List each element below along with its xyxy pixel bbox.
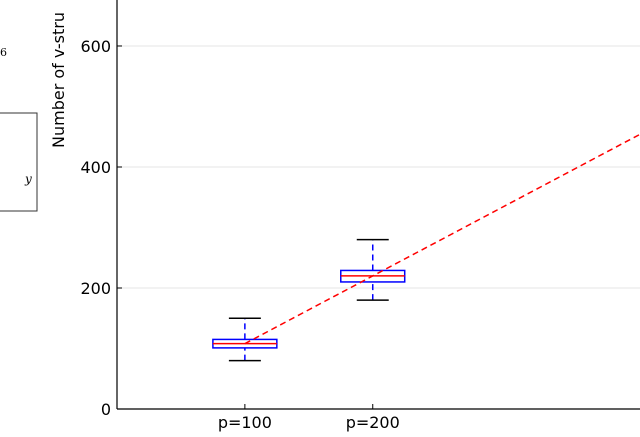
x-tick-label: p=100 <box>218 413 272 432</box>
y-tick-label: 0 <box>101 400 111 419</box>
trend-line <box>244 133 640 345</box>
fragment-symbol: y <box>24 172 32 186</box>
y-tick-label: 400 <box>80 158 111 177</box>
fragment-number: 6 <box>0 46 7 59</box>
y-axis-label: Number of v-stru <box>49 12 68 148</box>
fragment-box <box>0 112 38 212</box>
x-tick-label: p=200 <box>346 413 400 432</box>
y-tick-label: 200 <box>80 279 111 298</box>
y-tick-label: 600 <box>80 37 111 56</box>
